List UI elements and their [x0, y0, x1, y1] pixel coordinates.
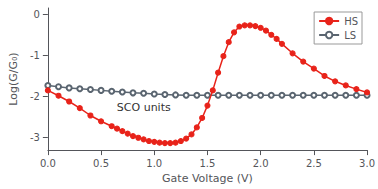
- svg-text:0: 0: [33, 9, 39, 20]
- svg-text:SCO units: SCO units: [117, 101, 171, 114]
- svg-text:-2: -2: [30, 91, 40, 102]
- svg-text:2.0: 2.0: [253, 158, 269, 169]
- svg-text:LS: LS: [344, 30, 356, 41]
- svg-text:Log(G/G₀): Log(G/G₀): [7, 52, 20, 105]
- svg-text:0.0: 0.0: [40, 158, 56, 169]
- svg-text:2.5: 2.5: [306, 158, 322, 169]
- svg-text:1.5: 1.5: [200, 158, 216, 169]
- svg-text:0.5: 0.5: [93, 158, 109, 169]
- svg-text:1.0: 1.0: [146, 158, 162, 169]
- svg-text:-1: -1: [30, 50, 40, 61]
- svg-text:HS: HS: [344, 16, 358, 27]
- svg-text:Gate Voltage (V): Gate Voltage (V): [162, 172, 253, 185]
- svg-text:3.0: 3.0: [359, 158, 375, 169]
- svg-text:-3: -3: [30, 132, 40, 143]
